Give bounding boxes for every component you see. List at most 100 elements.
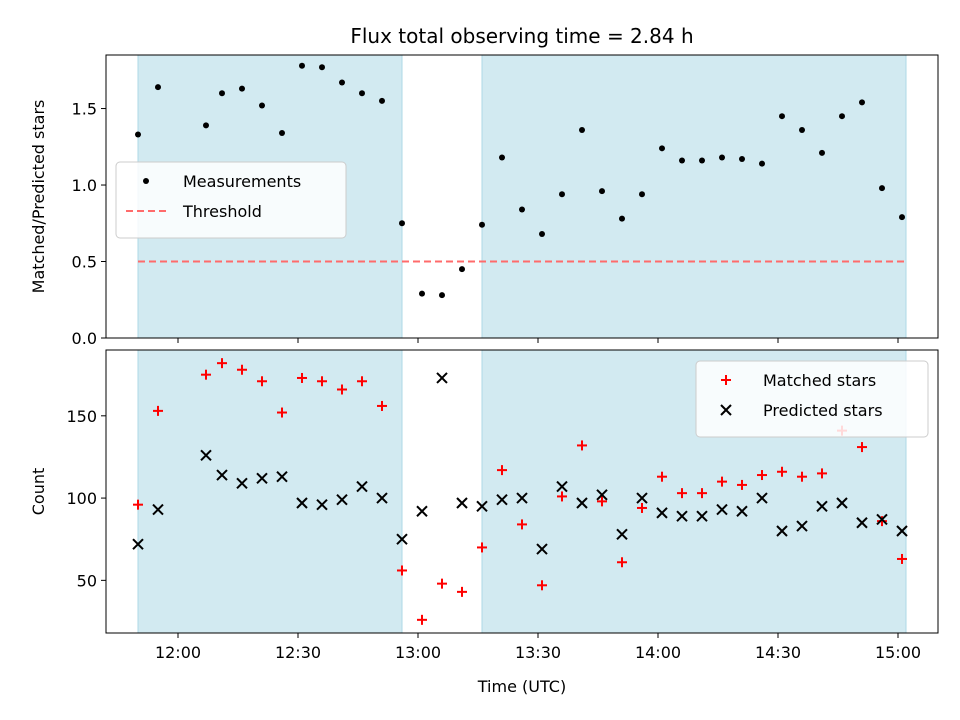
x-tick-label: 12:00: [155, 643, 201, 662]
matched-stars-point: [817, 468, 827, 479]
measurement-point: [319, 64, 325, 71]
measurement-point: [399, 220, 405, 227]
predicted-stars-point: [676, 510, 688, 522]
matched-stars-point: [297, 372, 307, 383]
measurement-point: [479, 221, 485, 228]
predicted-stars-point: [152, 503, 164, 516]
predicted-stars-point: [132, 538, 144, 550]
matched-stars-point: [597, 496, 607, 507]
matched-stars-point: [277, 407, 287, 418]
matched-stars-point: [897, 553, 907, 564]
matched-stars-point: [417, 614, 427, 625]
predicted-stars-point: [516, 492, 528, 504]
measurement-point: [279, 130, 285, 137]
measurement-point: [203, 122, 209, 129]
y-tick-label: 0.0: [72, 329, 97, 348]
matched-stars-point: [377, 400, 387, 411]
legend-box: [695, 360, 929, 438]
measurement-point: [155, 84, 161, 91]
legend-label: Matched stars: [763, 371, 876, 390]
matched-stars-point: [697, 488, 707, 499]
y-tick-label: 100: [66, 489, 97, 508]
measurement-point: [819, 149, 825, 156]
measurement-point: [259, 102, 265, 109]
legend: Measurements Threshold: [115, 161, 347, 239]
shaded-interval: [481, 54, 907, 339]
predicted-stars-point: [616, 528, 628, 540]
matched-stars-point: [577, 440, 587, 451]
predicted-stars-point: [876, 513, 888, 526]
predicted-stars-point: [456, 497, 468, 509]
measurement-point: [379, 97, 385, 104]
matched-stars-point: [317, 376, 327, 387]
matched-stars-point: [153, 405, 163, 416]
predicted-stars-point: [276, 470, 288, 483]
measurement-point: [519, 206, 525, 213]
measurement-point: [599, 188, 605, 195]
matched-stars-point: [777, 466, 787, 477]
measurement-point: [879, 185, 885, 192]
measurement-point: [679, 157, 685, 164]
x-tick-label: 13:00: [395, 643, 441, 662]
measurement-point: [619, 215, 625, 222]
matched-stars-point: [201, 369, 211, 380]
predicted-stars-point: [236, 477, 248, 489]
matched-stars-point: [337, 384, 347, 395]
measurement-point: [459, 266, 465, 273]
matched-stars-point: [617, 557, 627, 568]
predicted-stars-point: [556, 480, 568, 493]
matched-stars-point: [457, 586, 467, 597]
matched-stars-point: [797, 471, 807, 482]
measurement-point: [739, 156, 745, 163]
measurement-point: [839, 113, 845, 120]
predicted-stars-point: [356, 480, 368, 493]
matched-stars-point: [257, 376, 267, 387]
measurement-point: [539, 230, 545, 237]
predicted-stars-point: [716, 503, 728, 516]
measurement-point: [299, 62, 305, 69]
measurement-point: [699, 157, 705, 164]
predicted-stars-point: [736, 505, 748, 517]
predicted-stars-point: [656, 507, 668, 519]
matched-stars-point: [217, 358, 227, 369]
matched-stars-point: [537, 580, 547, 591]
predicted-stars-point: [296, 497, 308, 509]
predicted-stars-point: [596, 489, 608, 501]
legend-label: Threshold: [182, 202, 262, 221]
x-tick-label: 14:00: [635, 643, 681, 662]
matched-stars-point: [357, 376, 367, 387]
matched-stars-point: [857, 442, 867, 453]
legend-box: [115, 161, 347, 239]
measurement-point: [339, 79, 345, 86]
x-tick-label: 15:00: [875, 643, 921, 662]
measurement-point: [779, 113, 785, 120]
matched-stars-point: [133, 499, 143, 510]
predicted-stars-point: [696, 510, 708, 522]
bottom-panel: 50 100 150 12:00 12:30 13:00 13:30 14:00 14:30 15…: [29, 349, 939, 662]
legend-predicted-marker: [720, 404, 732, 416]
predicted-stars-point: [200, 449, 212, 462]
predicted-stars-point: [476, 500, 488, 513]
axes-frame: [105, 54, 939, 339]
predicted-stars-point: [636, 492, 648, 504]
measurement-point: [559, 191, 565, 198]
measurement-point: [719, 154, 725, 161]
x-tick-label: 13:30: [515, 643, 561, 662]
measurement-point: [899, 214, 905, 221]
y-tick-label: 50: [77, 571, 97, 590]
measurement-point: [499, 154, 505, 161]
y-axis-label: Count: [29, 468, 48, 516]
predicted-stars-point: [256, 472, 268, 485]
measurement-point: [759, 160, 765, 167]
matched-stars-point: [497, 465, 507, 476]
matched-stars-point: [637, 502, 647, 513]
predicted-stars-point: [836, 497, 848, 509]
matched-stars-point: [557, 491, 567, 502]
matched-stars-point: [237, 364, 247, 375]
predicted-stars-point: [576, 497, 588, 509]
measurement-point: [639, 191, 645, 198]
y-tick-label: 150: [66, 407, 97, 426]
matched-stars-point: [737, 479, 747, 490]
matched-stars-point: [657, 471, 667, 482]
measurement-point: [439, 292, 445, 299]
